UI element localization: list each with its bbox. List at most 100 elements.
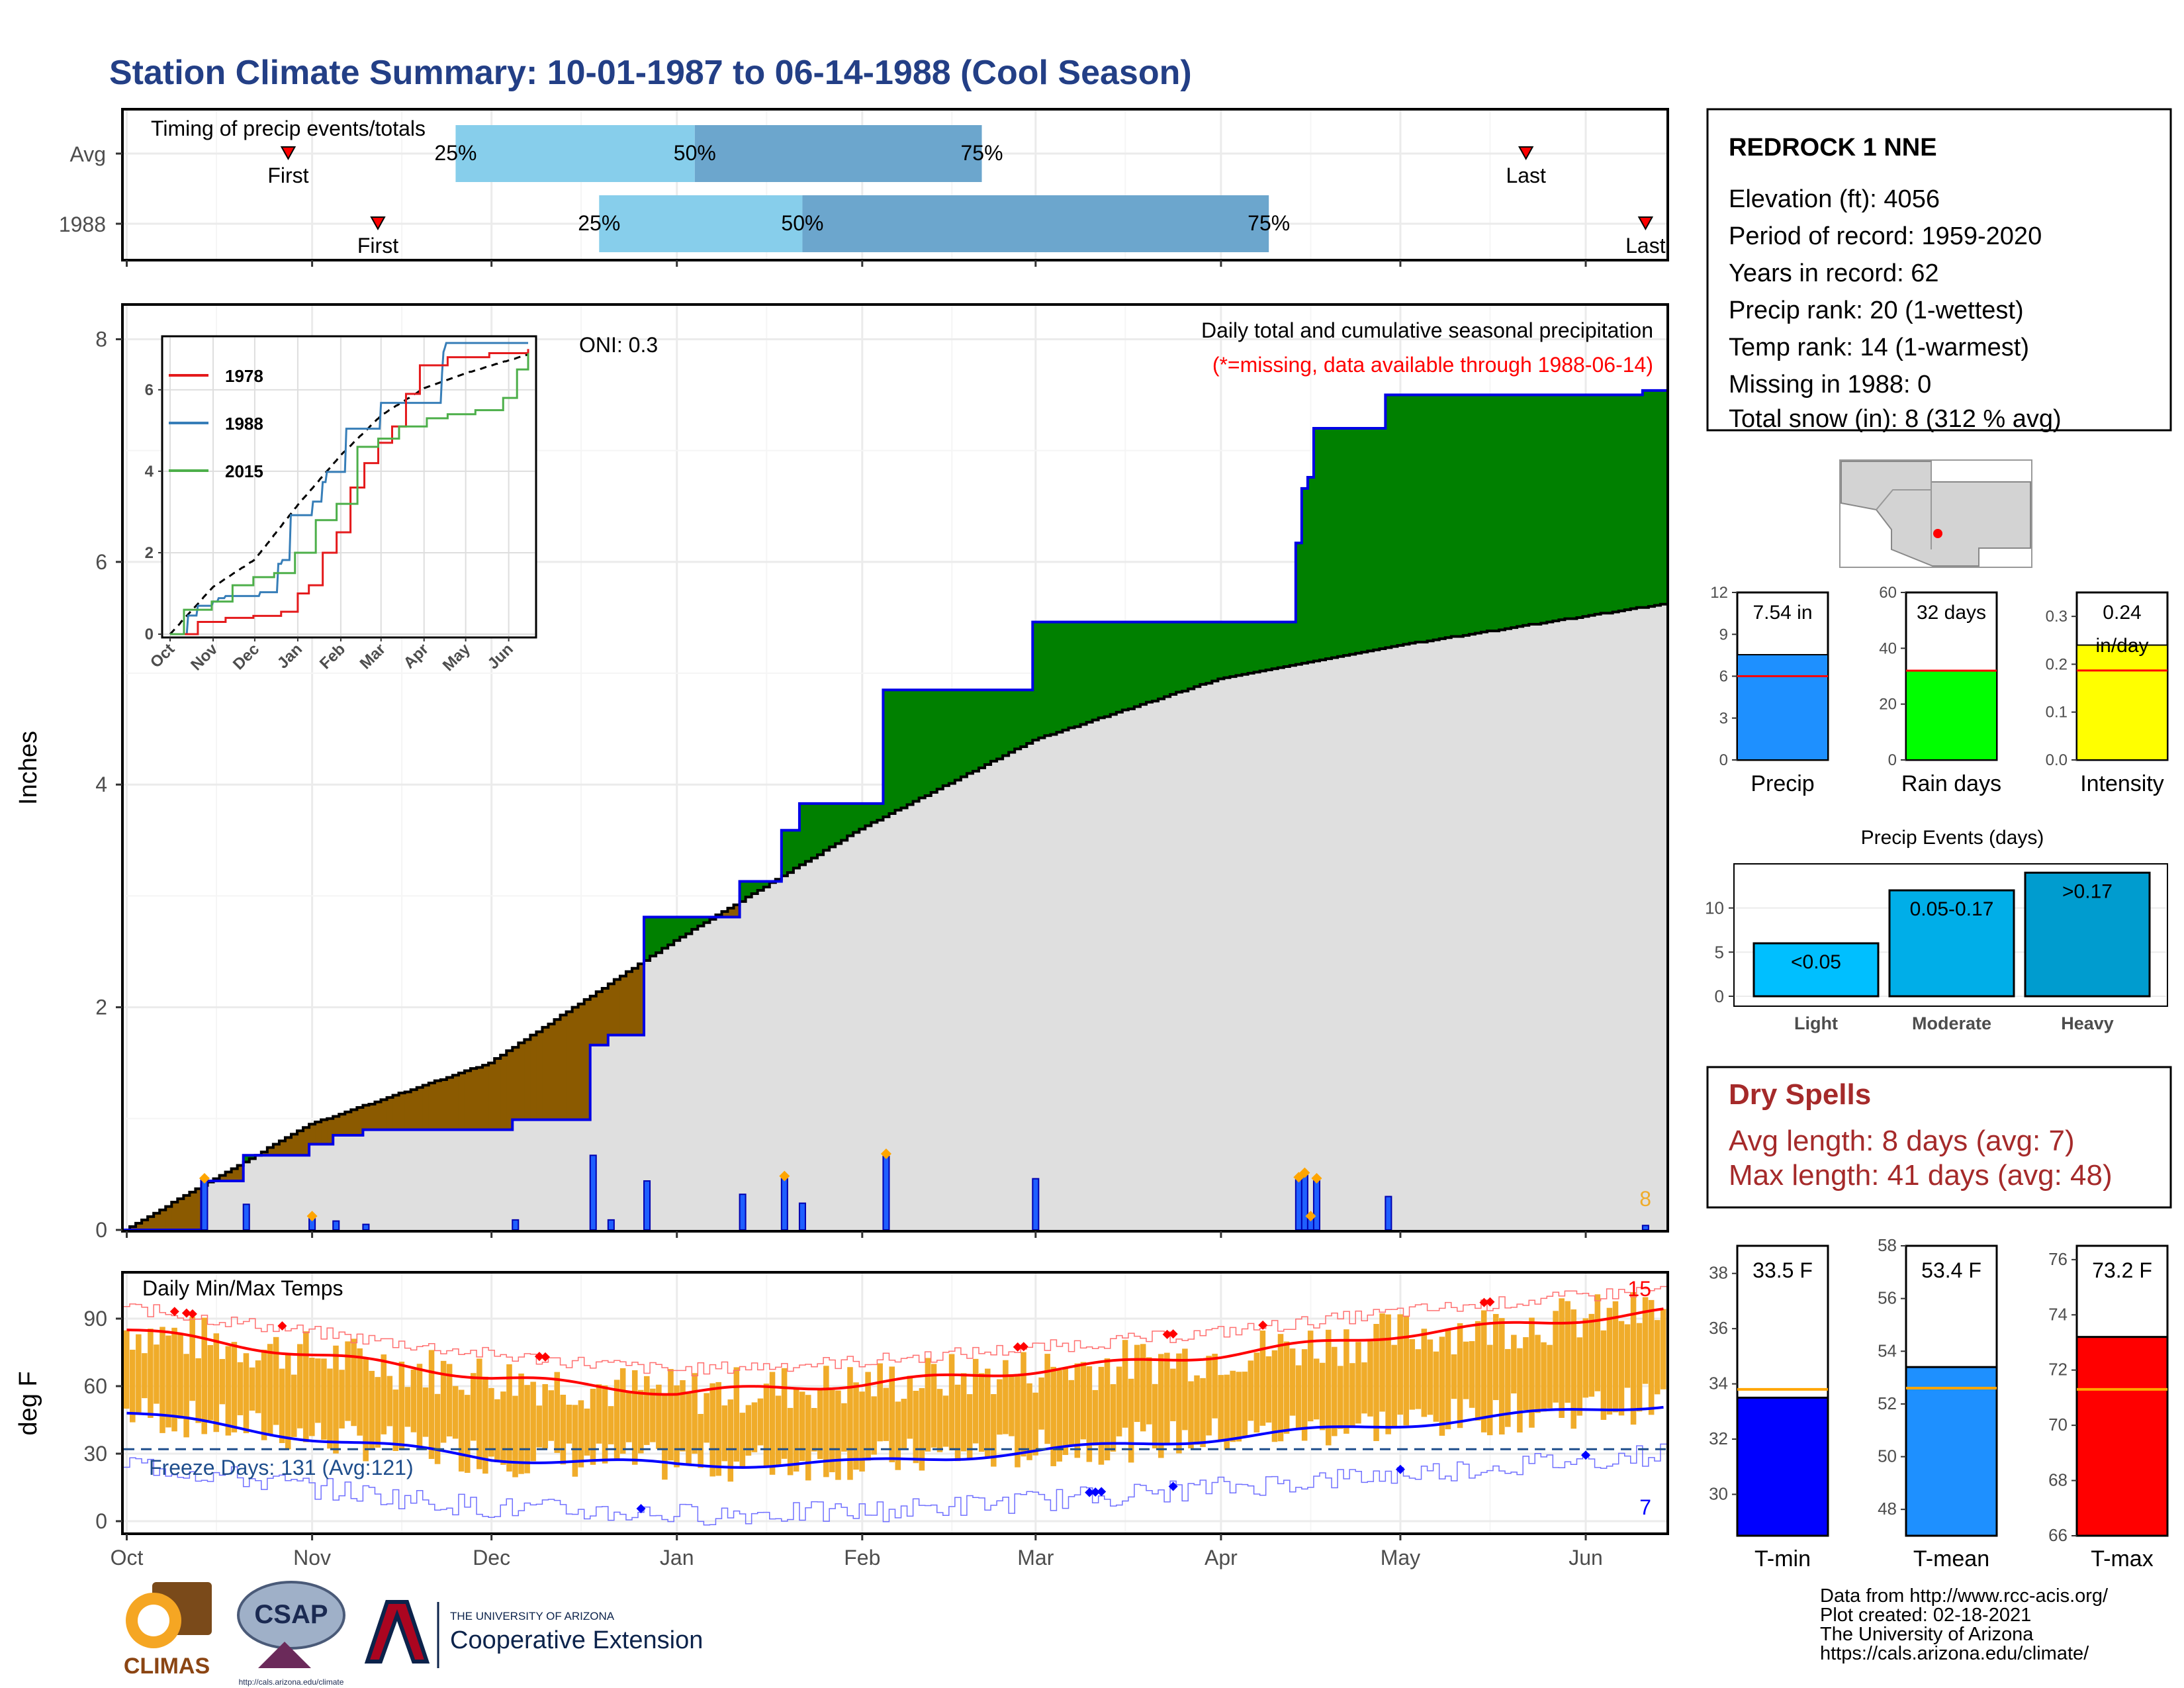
above-normal-area (931, 690, 938, 793)
below-normal-area (638, 964, 645, 1035)
daily-temp-bar (177, 1334, 183, 1419)
above-normal-area (1565, 395, 1572, 619)
temp-panel-label: Daily Min/Max Temps (142, 1276, 343, 1300)
mini-bar-value (2076, 644, 2168, 761)
daily-precip-bar (1385, 1196, 1392, 1231)
below-normal-area (471, 1068, 477, 1130)
inset-grid (163, 338, 535, 636)
below-normal-area (512, 1047, 519, 1120)
daily-temp-bar (1391, 1344, 1397, 1428)
daily-temp-bar (1206, 1356, 1212, 1436)
daily-temp-bar (948, 1354, 955, 1451)
daily-temp-bar (739, 1413, 746, 1467)
above-normal-area (787, 830, 794, 873)
daily-temp-bar (159, 1327, 165, 1433)
above-normal-area (913, 690, 920, 802)
ua-logo-top: THE UNIVERSITY OF ARIZONA (450, 1610, 615, 1622)
below-normal-area (177, 1198, 184, 1230)
above-normal-area (1026, 690, 1033, 743)
daily-temp-bar (942, 1395, 949, 1447)
daily-temp-bar (363, 1358, 369, 1462)
below-normal-area (231, 1168, 238, 1181)
daily-temp-bar (1176, 1353, 1182, 1454)
timing-p75-label: 75% (1248, 211, 1290, 235)
above-normal-area (1421, 395, 1428, 642)
precip-events-chart: Precip Events (days) <0.05 Light 0.05-0.17… (1705, 827, 2168, 1033)
mini-bar-chart: 32 days 0 20 40 60 Rain days (1879, 584, 2001, 796)
daily-temp-bar (1301, 1349, 1308, 1441)
daily-temp-bar (416, 1364, 423, 1450)
daily-temp-bar (1092, 1389, 1099, 1446)
oni-value: ONI: 0.3 (579, 333, 658, 357)
dry-spells-max: Max length: 41 days (avg: 48) (1729, 1159, 2113, 1192)
above-normal-area (1319, 428, 1326, 660)
above-normal-area (1074, 622, 1081, 727)
daily-temp-bar (1433, 1351, 1439, 1422)
above-normal-area (1451, 395, 1458, 637)
daily-temp-bar (357, 1348, 363, 1436)
daily-temp-bar (1212, 1354, 1218, 1419)
daily-temp-bar (477, 1358, 482, 1470)
station-line: Missing in 1988: 0 (1729, 371, 1931, 399)
daily-temp-bar (1242, 1372, 1248, 1438)
daily-temp-bar (142, 1353, 148, 1399)
above-normal-area (644, 917, 651, 961)
daily-temp-bar (369, 1370, 375, 1449)
above-normal-area (835, 803, 842, 844)
daily-temp-bar (542, 1383, 548, 1449)
daily-temp-bar (686, 1392, 692, 1466)
timing-bar-25-50 (455, 125, 695, 182)
above-normal-area (1343, 428, 1350, 656)
daily-temp-bar (823, 1366, 829, 1477)
above-normal-area (805, 803, 812, 862)
daily-precip-bar (607, 1219, 615, 1231)
daily-temp-bar (381, 1354, 387, 1434)
daily-temp-bar (506, 1364, 512, 1472)
precip-events-bars: <0.05 Light 0.05-0.17 Moderate >0.17 Heavy 0 5 1… (1705, 871, 2166, 1033)
temp-frame (121, 1271, 1669, 1535)
below-normal-area (619, 976, 627, 1035)
daily-temp-bar (1248, 1360, 1254, 1421)
daily-temp-bar (954, 1384, 961, 1462)
record-high-marker (540, 1352, 550, 1362)
above-normal-area (1492, 395, 1500, 632)
daily-temp-bar (1170, 1368, 1176, 1421)
snow-marker (1311, 1172, 1322, 1184)
record-max-line (124, 1286, 1666, 1377)
above-normal-area (1523, 395, 1529, 626)
above-normal-area (1253, 622, 1261, 673)
daily-temp-bar (572, 1405, 578, 1477)
daily-temp-bar (195, 1358, 201, 1423)
locator-map (1839, 459, 2032, 568)
daily-temp-bar (1630, 1292, 1637, 1425)
daily-temp-bar (650, 1388, 656, 1442)
daily-temp-bar (1098, 1366, 1105, 1465)
daily-temp-bar (835, 1390, 841, 1480)
y-tick-label: 2 (95, 996, 107, 1019)
inset-frame (161, 335, 537, 639)
above-normal-area (1427, 395, 1434, 641)
below-normal-area (130, 1226, 136, 1230)
below-normal-area (291, 1134, 298, 1156)
month-tick-label: Apr (1205, 1546, 1238, 1570)
daily-temp-bar (1038, 1377, 1044, 1430)
mini-bar-tick-label: 60 (1879, 584, 1897, 602)
logos: CLIMAS CSAP http://cals.arizona.edu/clim… (118, 1581, 703, 1687)
above-normal-area (1009, 690, 1015, 753)
temp-summary-value-label: 73.2 F (2092, 1258, 2152, 1282)
daily-temp-bar (422, 1387, 429, 1437)
daily-temp-bar (183, 1354, 189, 1438)
temp-summary-tick-label: 38 (1709, 1263, 1728, 1283)
snow-marker (199, 1172, 210, 1184)
daily-temp-bar (1463, 1341, 1469, 1399)
daily-temp-bar (1588, 1313, 1595, 1397)
daily-temp-bar (279, 1368, 285, 1444)
timing-bars (455, 125, 1269, 252)
daily-temp-bar (1086, 1366, 1093, 1462)
timing-row-avg-label: Avg (69, 142, 106, 166)
station-line: Years in record: 62 (1729, 259, 1939, 287)
daily-precip-bar (882, 1155, 890, 1231)
below-normal-area (136, 1223, 142, 1230)
temperature-summary-bars: 33.5 F 30 32 34 36 38 T-min 53.4 F 48 50 52 54 56 58 T… (1709, 1235, 2169, 1571)
